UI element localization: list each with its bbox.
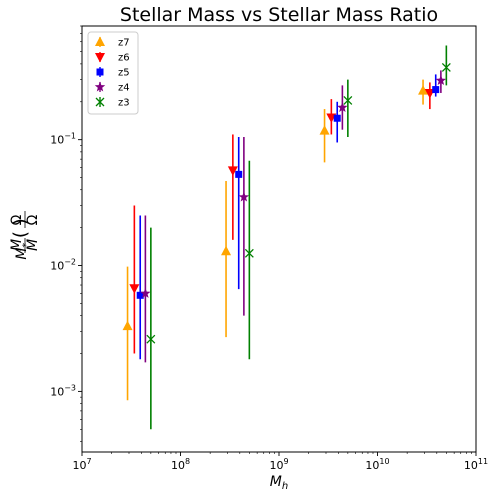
- y-axis-label: M* ( ) M M Ω Ω: [9, 211, 41, 260]
- y-tick-label: 10−3: [50, 383, 76, 398]
- legend-marker-z3: [95, 97, 105, 107]
- svg-text:Ω: Ω: [9, 214, 25, 225]
- data-point-z3: [146, 334, 156, 344]
- legend-label: z6: [118, 53, 130, 64]
- legend-marker-z6: [95, 53, 105, 63]
- legend-label: z5: [118, 68, 130, 79]
- legend-label: z3: [118, 98, 130, 109]
- data-point-z6: [227, 166, 238, 176]
- ticks-layer: 107 108 109 1010 1011 10−3 10−2 10−1: [50, 25, 488, 472]
- series-z4: [140, 70, 447, 363]
- series-layer: [122, 45, 451, 430]
- data-point-z3: [343, 95, 353, 105]
- legend-label: z4: [118, 83, 130, 94]
- x-tick-label: 1010: [365, 457, 389, 472]
- data-point-z5: [235, 170, 243, 178]
- y-tick-label: 10−1: [50, 132, 76, 147]
- data-point-z4: [140, 287, 151, 298]
- svg-text:M: M: [25, 239, 41, 251]
- legend-marker-z4: [94, 81, 106, 92]
- x-tick-label: 107: [72, 457, 91, 472]
- data-point-z3: [441, 62, 451, 72]
- legend-label: z7: [118, 38, 130, 49]
- data-point-z5: [432, 86, 440, 94]
- legend-frame: [87, 31, 139, 115]
- chart-title: Stellar Mass vs Stellar Mass Ratio: [120, 4, 438, 26]
- data-point-z4: [435, 75, 447, 85]
- data-point-z7: [221, 245, 232, 256]
- legend-item-z4: z4: [94, 81, 130, 94]
- svg-text:M: M: [9, 239, 25, 251]
- data-point-z6: [129, 284, 140, 294]
- plot-background: [82, 26, 476, 452]
- legend-item-z5: z5: [96, 67, 130, 79]
- legend-items: z7 z6 z5 z4 z3: [94, 36, 130, 109]
- data-point-z5: [333, 114, 341, 122]
- plot-frame: [81, 25, 477, 453]
- data-point-z7: [418, 85, 429, 95]
- data-point-z7: [319, 125, 330, 135]
- legend-item-z3: z3: [95, 97, 130, 109]
- x-tick-label: 109: [269, 457, 288, 472]
- x-tick-label: 108: [171, 457, 190, 472]
- data-point-z4: [238, 191, 250, 202]
- series-z7: [122, 79, 429, 401]
- series-z5: [136, 74, 440, 360]
- legend-marker-z5: [96, 68, 104, 76]
- data-point-z3: [244, 248, 254, 258]
- legend: z7 z6 z5 z4 z3: [87, 31, 139, 115]
- data-point-z5: [136, 291, 144, 299]
- svg-text:Ω: Ω: [25, 214, 41, 225]
- x-axis-label: Mh: [270, 474, 288, 492]
- legend-marker-z7: [95, 36, 105, 46]
- svg-text:M* ( ): M* ( ): [10, 218, 32, 259]
- series-z3: [146, 45, 451, 430]
- y-tick-label: 10−2: [50, 258, 76, 273]
- data-point-z4: [337, 102, 348, 112]
- x-tick-label: 1011: [464, 457, 488, 472]
- data-point-z7: [122, 320, 133, 331]
- legend-item-z6: z6: [95, 52, 130, 64]
- legend-item-z7: z7: [95, 36, 130, 49]
